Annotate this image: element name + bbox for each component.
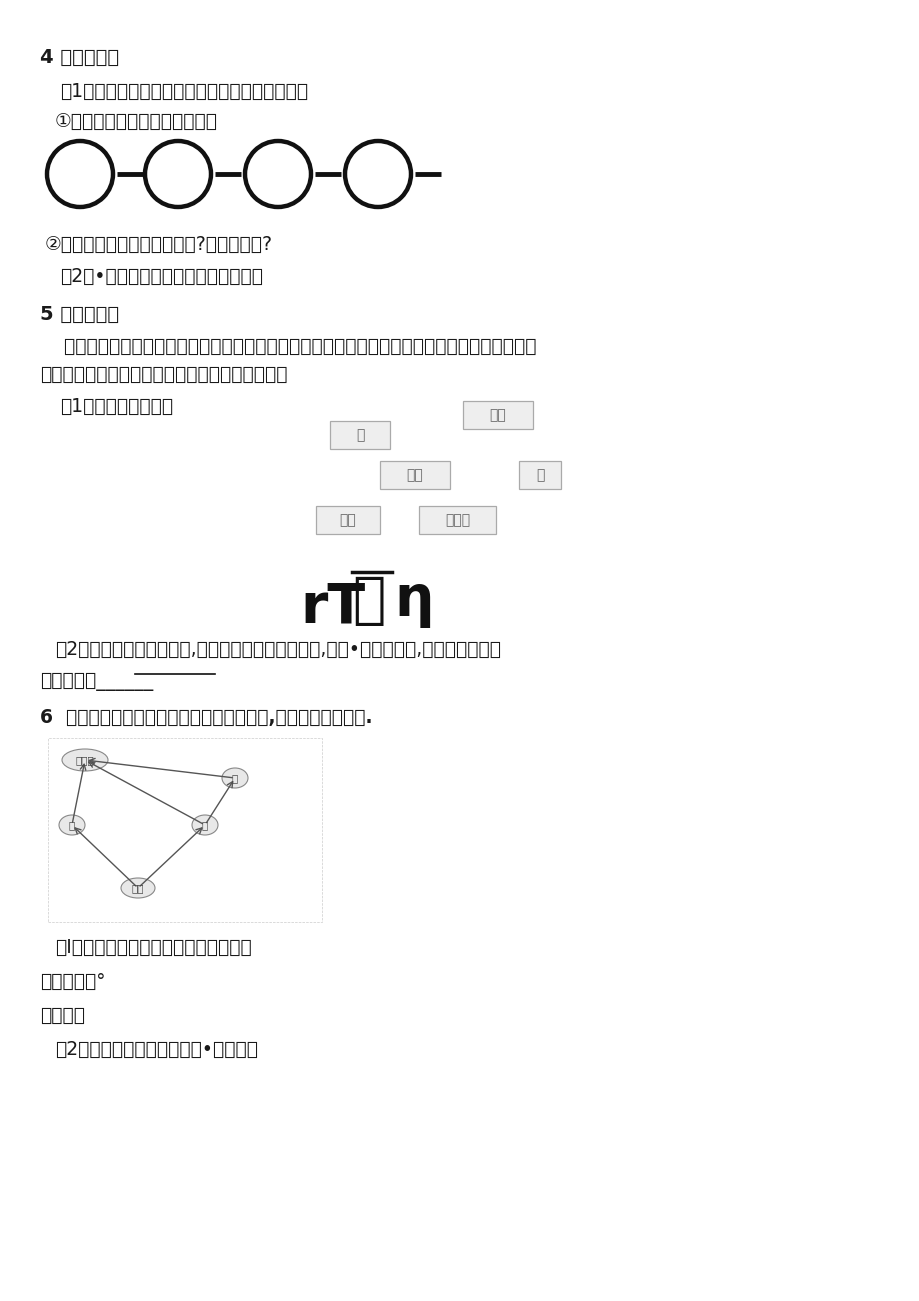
Text: 猫头鹰: 猫头鹰 <box>75 755 95 765</box>
FancyBboxPatch shape <box>518 461 561 489</box>
Text: 田: 田 <box>535 468 544 481</box>
Text: η: η <box>393 574 433 628</box>
Text: （2）写出该食物网中最长的•条食物链: （2）写出该食物网中最长的•条食物链 <box>55 1039 257 1059</box>
Text: 植物: 植物 <box>131 883 144 892</box>
Ellipse shape <box>192 814 218 835</box>
Text: 改正：。: 改正：。 <box>40 1006 85 1025</box>
Text: 蛇: 蛇 <box>356 428 364 442</box>
Ellipse shape <box>121 878 154 898</box>
Text: 关系叫做」______: 关系叫做」______ <box>40 673 153 691</box>
Text: 鼠: 鼠 <box>201 820 208 830</box>
Text: ①语画出这片花丛中的食物链，: ①语画出这片花丛中的食物链， <box>55 112 218 131</box>
FancyBboxPatch shape <box>462 401 532 429</box>
Text: 兔: 兔 <box>69 820 75 830</box>
Text: 三: 三 <box>352 574 385 628</box>
Ellipse shape <box>59 814 85 835</box>
Text: （2）由上图我们可以看出,田野里有许多条彼此交线,形成•个网状结构,这种困难的食物: （2）由上图我们可以看出,田野里有许多条彼此交线,形成•个网状结构,这种困难的食… <box>55 640 501 660</box>
Ellipse shape <box>62 749 108 771</box>
Text: （1）在一片花丛中有小鸟、瓢虫、髂薇、好虫。: （1）在一片花丛中有小鸟、瓢虫、髂薇、好虫。 <box>60 82 308 101</box>
Text: （I）找出图中错误的食物链，并改正。: （I）找出图中错误的食物链，并改正。 <box>55 938 252 958</box>
Text: 老鹰: 老鹰 <box>489 409 505 422</box>
Text: 青蛙: 青蛙 <box>406 468 423 481</box>
FancyBboxPatch shape <box>380 461 449 489</box>
Text: （1）画出食物关系。: （1）画出食物关系。 <box>60 397 173 416</box>
Text: 蟟虫: 蟟虫 <box>339 513 356 527</box>
Text: 田野里有许多生物，这些生物间存在着困难的食物关系，找一找，我们能发觉它们中的哪些食物: 田野里有许多生物，这些生物间存在着困难的食物关系，找一找，我们能发觉它们中的哪些… <box>40 337 536 356</box>
FancyBboxPatch shape <box>330 422 390 449</box>
Text: 4 ．简答题。: 4 ．简答题。 <box>40 48 119 66</box>
Text: （2）•个完整的食物链通常是怎样的？: （2）•个完整的食物链通常是怎样的？ <box>60 267 263 286</box>
Ellipse shape <box>221 768 248 788</box>
Text: 稻蟟虫: 稻蟟虫 <box>445 513 470 527</box>
FancyBboxPatch shape <box>419 506 496 533</box>
FancyBboxPatch shape <box>315 506 380 533</box>
Text: rT: rT <box>300 580 365 634</box>
Text: 错误之处：°: 错误之处：° <box>40 972 106 991</box>
Text: 5 ．画图题。: 5 ．画图题。 <box>40 304 119 324</box>
Text: 关系，试卷用箭头来表示出它们之间的食物关系。: 关系，试卷用箭头来表示出它们之间的食物关系。 <box>40 366 288 384</box>
Text: 蛇: 蛇 <box>232 773 238 783</box>
Text: ②这条食物链中的生产者是谁?消费者是选?: ②这条食物链中的生产者是谁?消费者是选? <box>45 235 273 254</box>
Text: 6  ．读图题，下图是某生态系统中的食物网,结合图片问答问题.: 6 ．读图题，下图是某生态系统中的食物网,结合图片问答问题. <box>40 708 372 727</box>
